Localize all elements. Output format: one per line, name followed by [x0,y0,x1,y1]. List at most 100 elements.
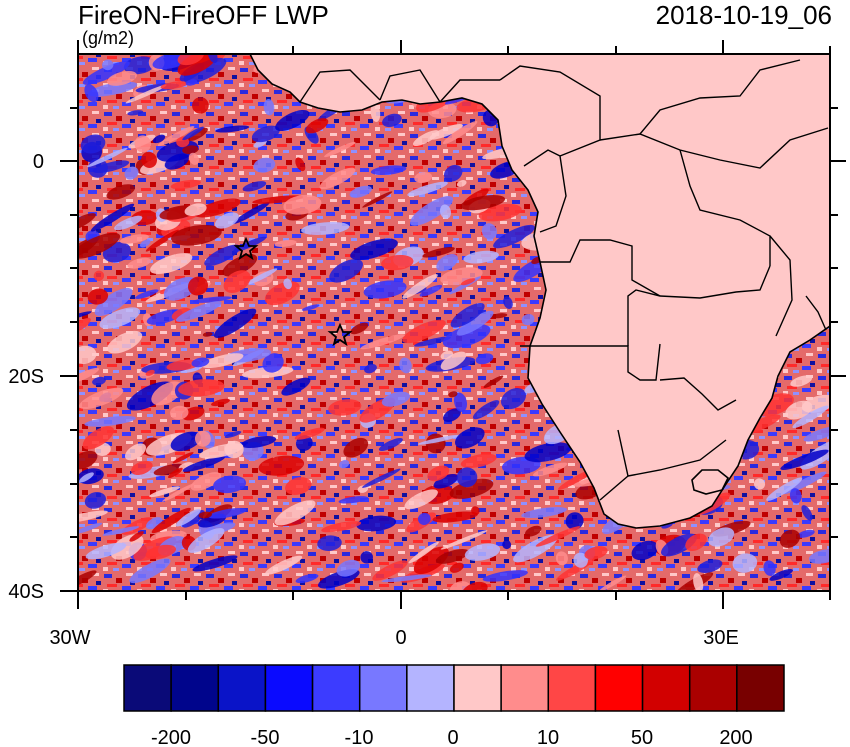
anomaly-patch [87,81,138,97]
anomaly-patch [151,507,191,534]
anomaly-patch [360,334,405,350]
anomaly-patch [185,79,198,86]
anomaly-patch [211,398,230,407]
anomaly-patch [153,463,186,476]
anomaly-patch [319,167,356,190]
anomaly-patch [224,440,244,459]
anomaly-patch [223,270,251,293]
anomaly-patch [372,560,408,581]
anomaly-patch [521,507,567,518]
lesotho-outline [691,469,730,495]
anomaly-patch [119,234,149,244]
coast-line-east [805,295,827,331]
anomaly-patch [191,357,210,368]
colorbar-box [547,664,597,712]
anomaly-patch [410,196,454,226]
anomaly-patch [785,400,813,420]
anomaly-patch [414,171,433,184]
anomaly-patch [442,324,491,349]
anomaly-patch [90,203,135,232]
colorbar-label: 200 [719,727,752,747]
anomaly-patch [427,465,450,482]
colorbar-box [264,664,314,712]
anomaly-patch [94,287,133,317]
anomaly-patch [440,530,488,550]
anomaly-patch [435,548,469,564]
anomaly-patch [317,535,342,551]
anomaly-patch [169,405,189,420]
anomaly-patch [162,483,195,502]
anomaly-patch [524,442,572,463]
anomaly-patch [188,152,200,165]
lon-label-0: 0 [395,627,406,649]
timestamp: 2018-10-19_06 [655,0,832,30]
anomaly-patch [85,542,127,560]
colorbar-box [358,664,408,712]
anomaly-patch [456,467,478,488]
anomaly-patch [78,522,103,534]
anomaly-patch [460,453,497,468]
anomaly-patch [363,280,407,299]
anomaly-patch [404,489,438,510]
anomaly-patch [215,125,250,133]
anomaly-patch [106,184,135,200]
anomaly-patch [460,278,476,286]
anomaly-patch [780,449,829,470]
anomaly-patch [631,540,659,561]
anomaly-patch [336,559,360,577]
anomaly-patch [321,521,362,533]
anomaly-patch [433,474,459,489]
africa-land [249,54,830,529]
anomaly-patch [213,308,257,339]
colorbar-label: -10 [345,727,374,747]
anomaly-patch [782,471,827,495]
anomaly-patch [408,541,439,564]
anomaly-patch [166,359,201,371]
anomaly-patch [213,475,247,494]
colorbar-labels: -200 -50 -10 0 10 50 200 [151,727,753,747]
anomaly-patch [84,415,136,427]
anomaly-patch [478,203,522,222]
anomaly-patch [450,302,485,328]
anomaly-patch [295,157,306,172]
anomaly-patch [92,160,130,174]
anomaly-patch [187,276,209,296]
anomaly-patch [448,391,458,398]
anomaly-patch [453,392,468,412]
anomaly-patch [242,366,294,379]
anomaly-patch [87,147,128,168]
anomaly-patch [350,322,369,335]
anomaly-patch [107,70,137,86]
anomaly-patch [500,388,527,410]
anomaly-patch [407,181,448,197]
anomaly-patch [182,456,225,472]
anomaly-patch [222,254,258,277]
anomaly-patch [356,515,397,532]
anomaly-patch [475,353,494,365]
anomaly-patch [382,113,402,128]
anomaly-patch [443,164,463,182]
country-borders [299,59,829,501]
anomaly-patch [188,127,208,142]
anomaly-patch [792,405,829,429]
anomaly-patch [79,387,124,410]
anomaly-patch [129,558,171,584]
anomaly-patch [414,336,451,347]
anomaly-patch [135,289,159,299]
anomaly-patch [207,54,218,64]
anomaly-patch [151,381,183,406]
anomaly-patch [208,508,247,519]
anomaly-patch [697,559,723,573]
anomaly-patch [660,533,698,557]
anomaly-patch [464,543,501,561]
colorbar-label: -50 [251,727,280,747]
lon-label-30w: 30W [49,627,90,649]
anomaly-patch [78,570,97,589]
anomaly-patch [350,238,398,261]
anomaly-patch [176,301,222,322]
anomaly-patch [338,459,350,469]
anomaly-patch [422,247,455,258]
colorbar-box [406,664,455,712]
anomaly-patch [204,244,241,267]
